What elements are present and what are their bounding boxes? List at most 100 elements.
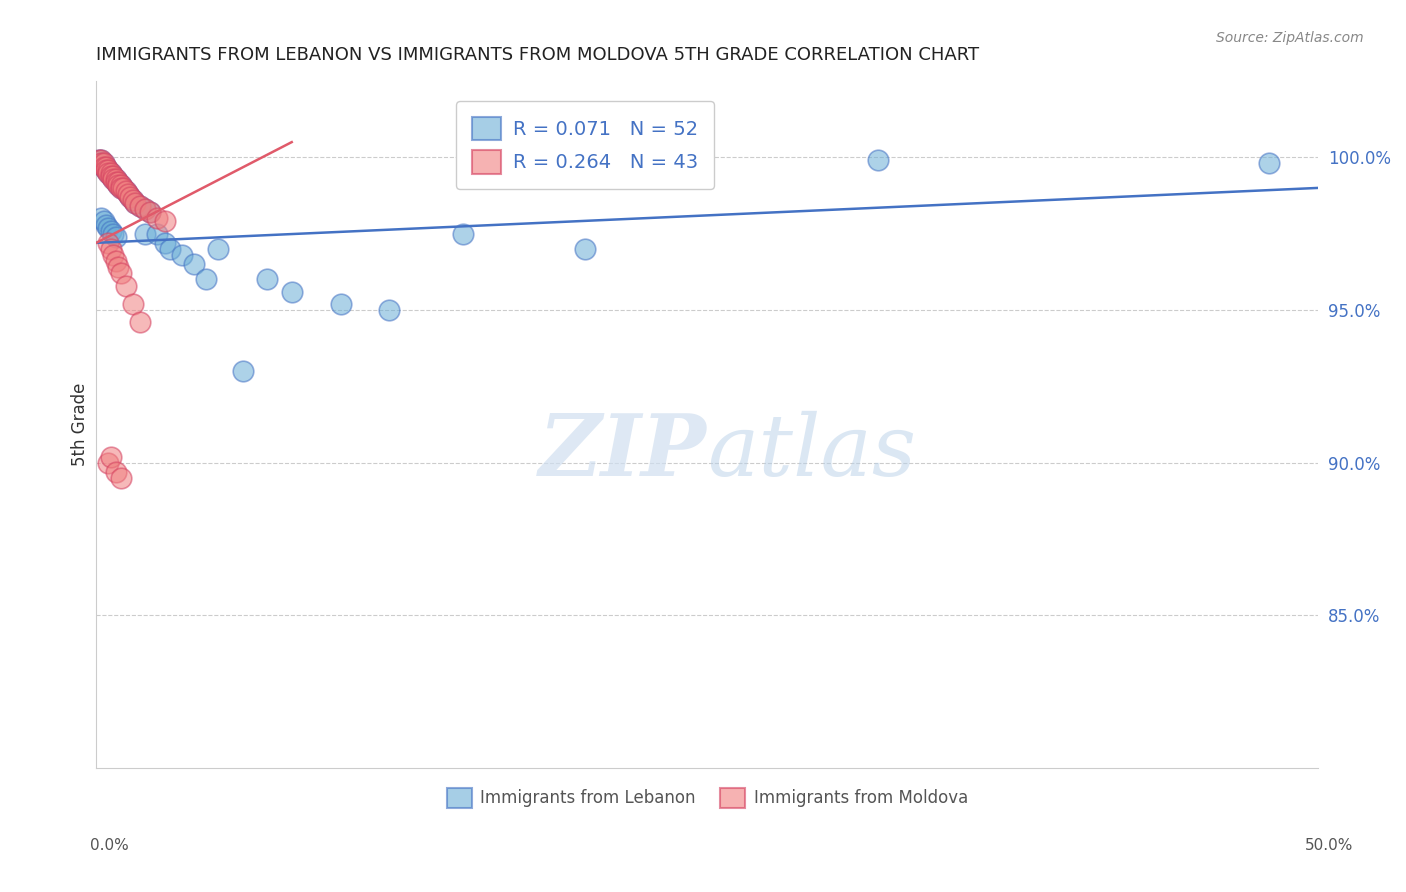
Point [100,450,122,464]
Point [87,153,110,168]
Point [110,178,132,192]
Point [329,297,352,311]
Text: 0.0%: 0.0% [90,838,129,853]
Point [146,227,169,241]
Text: Source: ZipAtlas.com: Source: ZipAtlas.com [1216,31,1364,45]
Point [97,166,120,180]
Point [868,153,890,168]
Point [97,456,120,470]
Point [110,181,132,195]
Point [103,248,125,262]
Point [134,227,156,241]
Point [103,227,125,241]
Point [103,169,125,183]
Point [120,190,142,204]
Point [93,160,115,174]
Point [97,162,120,177]
Point [129,315,152,329]
Point [378,303,401,318]
Point [183,257,205,271]
Point [104,171,127,186]
Point [104,171,127,186]
Point [129,199,152,213]
Y-axis label: 5th Grade: 5th Grade [72,383,89,467]
Point [104,175,127,189]
Point [139,205,162,219]
Point [90,153,112,168]
Point [97,220,120,235]
Point [121,193,143,207]
Point [94,162,117,177]
Point [90,153,112,168]
Point [112,181,135,195]
Point [104,254,127,268]
Point [574,242,596,256]
Point [195,272,218,286]
Point [103,171,125,186]
Text: ZIP: ZIP [540,410,707,494]
Point [280,285,302,299]
Point [107,260,129,275]
Point [451,227,474,241]
Point [153,214,176,228]
Point [100,224,122,238]
Point [107,178,129,192]
Point [100,166,122,180]
Point [100,242,122,256]
Point [103,171,125,186]
Point [94,162,117,177]
Point [129,199,152,213]
Legend: Immigrants from Lebanon, Immigrants from Moldova: Immigrants from Lebanon, Immigrants from… [440,780,974,814]
Point [90,156,112,170]
Point [107,178,129,192]
Point [93,156,115,170]
Point [100,169,122,183]
Point [114,184,136,198]
Point [114,184,136,198]
Point [110,178,132,192]
Text: 50.0%: 50.0% [1305,838,1353,853]
Point [121,297,143,311]
Point [1258,156,1281,170]
Point [107,175,129,189]
Point [121,193,143,207]
Point [124,196,146,211]
Point [104,229,127,244]
Point [97,166,120,180]
Point [100,166,122,180]
Point [159,242,181,256]
Point [146,211,169,226]
Point [134,202,156,217]
Point [207,242,229,256]
Point [87,153,110,168]
Point [107,175,129,189]
Text: atlas: atlas [707,410,917,493]
Point [124,196,146,211]
Point [93,156,115,170]
Point [97,162,120,177]
Point [104,465,127,479]
Point [112,181,135,195]
Point [90,156,112,170]
Point [170,248,193,262]
Point [117,186,139,201]
Point [104,175,127,189]
Point [94,218,117,232]
Point [153,235,176,250]
Point [232,364,254,378]
Point [256,272,278,286]
Point [97,235,120,250]
Point [103,169,125,183]
Point [94,160,117,174]
Point [90,211,112,226]
Point [110,471,132,485]
Point [134,202,156,217]
Point [117,186,139,201]
Point [100,169,122,183]
Point [93,214,115,228]
Point [93,160,115,174]
Point [94,160,117,174]
Point [110,266,132,280]
Text: IMMIGRANTS FROM LEBANON VS IMMIGRANTS FROM MOLDOVA 5TH GRADE CORRELATION CHART: IMMIGRANTS FROM LEBANON VS IMMIGRANTS FR… [96,46,980,64]
Point [110,181,132,195]
